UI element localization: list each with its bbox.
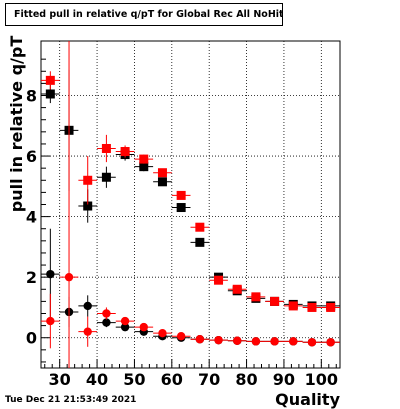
- data-point-circle: [326, 338, 335, 347]
- data-point-circle: [233, 336, 242, 345]
- data-point-square: [139, 162, 149, 172]
- data-point-square: [45, 89, 55, 99]
- series-3: [41, 41, 340, 368]
- y-tick-label: 4: [26, 208, 37, 227]
- data-point-square: [232, 284, 242, 294]
- data-point-circle: [102, 309, 111, 318]
- timestamp-footer: Tue Dec 21 21:53:49 2021: [5, 395, 137, 405]
- x-tick-label: 30: [49, 370, 71, 389]
- data-point-circle: [307, 338, 317, 347]
- data-point-square: [157, 168, 167, 178]
- series-1: [41, 71, 340, 312]
- data-point-circle: [270, 337, 279, 346]
- series-0: [41, 69, 340, 311]
- data-point-circle: [83, 327, 92, 336]
- data-point-square: [101, 143, 111, 153]
- data-point-circle: [46, 316, 55, 326]
- data-point-square: [214, 275, 224, 285]
- data-point-square: [195, 222, 205, 232]
- data-point-square: [45, 75, 55, 85]
- y-tick-label: 0: [26, 329, 37, 348]
- data-point-square: [120, 147, 130, 157]
- data-point-circle: [195, 335, 205, 344]
- data-point-circle: [83, 301, 92, 311]
- y-tick-label: 8: [26, 87, 37, 106]
- x-tick-label: 80: [235, 370, 257, 389]
- x-tick-label: 50: [123, 370, 145, 389]
- data-point-circle: [289, 337, 298, 346]
- data-point-circle: [102, 318, 111, 327]
- y-tick-label: 2: [26, 268, 37, 287]
- data-point-square: [326, 302, 336, 312]
- x-tick-label: 70: [198, 370, 220, 389]
- data-point-square: [176, 203, 186, 213]
- data-point-square: [176, 190, 186, 200]
- data-point-square: [270, 296, 280, 306]
- data-point-square: [251, 292, 261, 302]
- grid-lines: [41, 41, 340, 368]
- data-point-circle: [120, 316, 130, 326]
- data-point-circle: [176, 332, 186, 341]
- data-point-circle: [158, 328, 167, 338]
- data-point-square: [139, 154, 149, 164]
- data-point-circle: [120, 322, 130, 332]
- data-point-square: [157, 177, 167, 187]
- x-tick-label: 90: [273, 370, 295, 389]
- data-point-circle: [46, 269, 55, 279]
- data-point-square: [195, 237, 205, 247]
- y-tick-label: 6: [26, 147, 37, 166]
- axes: 30 40 50 60 70 80 90 100 0 2 4 6 8: [26, 58, 338, 389]
- y-axis-title: pull in relative q/pT: [7, 36, 26, 213]
- data-marks: [41, 41, 340, 368]
- data-point-square: [307, 302, 317, 312]
- data-point-square: [288, 301, 298, 311]
- data-point-circle: [139, 322, 148, 332]
- x-tick-label: 40: [86, 370, 108, 389]
- data-point-circle: [214, 335, 223, 345]
- data-point-square: [83, 201, 93, 211]
- x-tick-label: 100: [305, 370, 338, 389]
- data-point-square: [83, 175, 93, 185]
- chart-title: Fitted pull in relative q/pT for Global …: [5, 3, 283, 26]
- data-point-square: [101, 172, 111, 182]
- x-tick-label: 60: [161, 370, 183, 389]
- data-point-circle: [251, 337, 261, 346]
- data-point-circle: [64, 272, 74, 282]
- x-axis-title: Quality: [275, 390, 340, 409]
